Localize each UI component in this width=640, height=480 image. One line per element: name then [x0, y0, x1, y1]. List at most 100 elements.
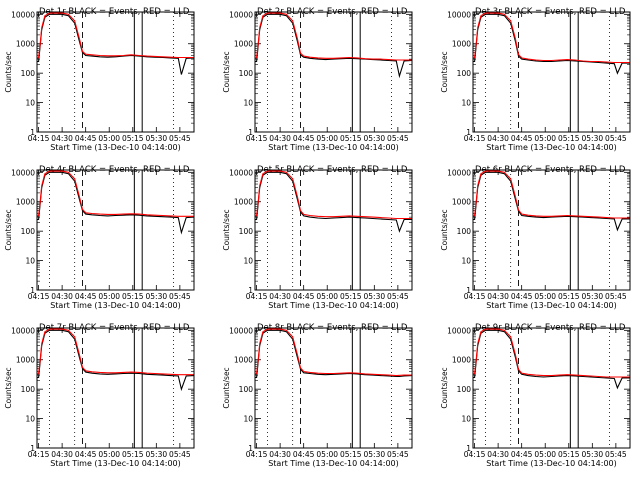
y-axis-label: Counts/sec — [4, 51, 13, 92]
x-tick-label: 05:00 — [316, 292, 338, 301]
x-tick-label: 05:00 — [98, 450, 120, 459]
y-axis-label: Counts/sec — [222, 51, 231, 92]
x-tick-label: 05:15 — [558, 134, 580, 143]
x-tick-label: 05:00 — [316, 450, 338, 459]
y-axis-label: Counts/sec — [4, 367, 13, 408]
x-tick-label: 05:15 — [340, 134, 362, 143]
x-tick-label: 04:30 — [487, 134, 509, 143]
x-tick-label: 05:15 — [122, 292, 144, 301]
x-axis-label: Start Time (13-Dec-10 04:14:00) — [486, 459, 617, 468]
y-tick-label: 10000 — [229, 326, 253, 335]
lld-series-line — [472, 12, 630, 64]
plot-frame — [36, 327, 195, 449]
chart-panel-6: Det 6r BLACK = Events, RED = LLD11010010… — [440, 165, 631, 310]
x-axis-label: Start Time (13-Dec-10 04:14:00) — [268, 301, 399, 310]
lld-series-line — [254, 12, 412, 61]
chart-panel-1: Det 1r BLACK = Events, RED = LLD11010010… — [4, 7, 195, 152]
x-tick-label: 05:30 — [364, 134, 386, 143]
y-tick-label: 100 — [239, 385, 254, 394]
x-axis-label: Start Time (13-Dec-10 04:14:00) — [268, 459, 399, 468]
x-tick-label: 05:30 — [146, 292, 168, 301]
lld-series-line — [36, 170, 194, 218]
x-tick-label: 05:30 — [146, 450, 168, 459]
x-tick-label: 05:30 — [146, 134, 168, 143]
x-axis-label: Start Time (13-Dec-10 04:14:00) — [50, 459, 181, 468]
y-tick-label: 10 — [25, 415, 35, 424]
x-tick-label: 04:45 — [293, 134, 315, 143]
x-tick-label: 04:15 — [464, 134, 486, 143]
y-tick-label: 1000 — [234, 198, 253, 207]
x-tick-label: 05:45 — [605, 292, 627, 301]
y-tick-label: 10000 — [229, 10, 253, 19]
y-tick-label: 10000 — [447, 10, 471, 19]
y-axis-label: Counts/sec — [222, 209, 231, 250]
y-axis-label: Counts/sec — [222, 367, 231, 408]
x-tick-label: 05:15 — [122, 134, 144, 143]
y-tick-label: 1 — [248, 444, 253, 453]
x-tick-label: 05:15 — [558, 450, 580, 459]
x-tick-label: 04:15 — [246, 292, 268, 301]
x-tick-label: 05:30 — [582, 134, 604, 143]
events-series-line — [255, 329, 413, 379]
x-tick-label: 05:00 — [534, 292, 556, 301]
chart-panel-8: Det 8r BLACK = Events, RED = LLD11010010… — [222, 323, 413, 468]
x-tick-label: 05:45 — [605, 134, 627, 143]
x-tick-label: 04:30 — [269, 134, 291, 143]
x-tick-label: 04:45 — [293, 450, 315, 459]
y-tick-label: 10000 — [11, 326, 35, 335]
y-tick-label: 100 — [21, 69, 36, 78]
x-tick-label: 04:30 — [487, 450, 509, 459]
y-tick-label: 10000 — [11, 10, 35, 19]
x-tick-label: 05:15 — [340, 450, 362, 459]
y-tick-label: 100 — [457, 69, 472, 78]
y-tick-label: 100 — [239, 69, 254, 78]
y-axis-label: Counts/sec — [440, 367, 449, 408]
x-tick-label: 05:15 — [122, 450, 144, 459]
x-tick-label: 04:15 — [464, 450, 486, 459]
x-tick-label: 04:30 — [51, 134, 73, 143]
x-tick-label: 05:45 — [605, 450, 627, 459]
x-tick-label: 05:00 — [98, 134, 120, 143]
y-tick-label: 10000 — [11, 168, 35, 177]
y-tick-label: 10 — [461, 99, 471, 108]
events-series-line — [473, 13, 630, 75]
y-tick-label: 1000 — [452, 198, 471, 207]
x-tick-label: 04:15 — [464, 292, 486, 301]
y-tick-label: 1000 — [234, 356, 253, 365]
y-tick-label: 1 — [248, 128, 253, 137]
y-tick-label: 1000 — [234, 40, 253, 49]
lld-series-line — [254, 170, 412, 220]
x-tick-label: 04:30 — [51, 292, 73, 301]
events-series-line — [37, 329, 195, 392]
lld-series-line — [472, 328, 630, 378]
x-tick-label: 05:30 — [364, 292, 386, 301]
plot-frame — [254, 327, 413, 449]
chart-panel-2: Det 2r BLACK = Events, RED = LLD11010010… — [222, 7, 413, 152]
events-series-line — [37, 13, 195, 75]
x-axis-label: Start Time (13-Dec-10 04:14:00) — [268, 143, 399, 152]
y-tick-label: 1000 — [452, 356, 471, 365]
y-tick-label: 10 — [461, 415, 471, 424]
y-tick-label: 10 — [243, 99, 253, 108]
y-axis-label: Counts/sec — [440, 209, 449, 250]
y-tick-label: 100 — [239, 227, 254, 236]
x-tick-label: 04:45 — [75, 450, 97, 459]
x-tick-label: 05:30 — [582, 292, 604, 301]
y-tick-label: 10 — [243, 257, 253, 266]
plot-frame — [36, 169, 195, 291]
y-tick-label: 1000 — [16, 356, 35, 365]
x-tick-label: 04:15 — [28, 134, 50, 143]
y-axis-label: Counts/sec — [440, 51, 449, 92]
plot-frame — [472, 11, 631, 133]
chart-panel-3: Det 3r BLACK = Events, RED = LLD11010010… — [440, 7, 631, 152]
y-tick-label: 1 — [30, 128, 35, 137]
x-tick-label: 05:45 — [387, 134, 409, 143]
x-tick-label: 04:45 — [293, 292, 315, 301]
chart-panel-9: Det 9r BLACK = Events, RED = LLD11010010… — [440, 323, 631, 468]
chart-panel-5: Det 5r BLACK = Events, RED = LLD11010010… — [222, 165, 413, 310]
x-tick-label: 04:15 — [246, 134, 268, 143]
events-series-line — [473, 171, 630, 232]
chart-panel-7: Det 7r BLACK = Events, RED = LLD11010010… — [4, 323, 195, 468]
plot-frame — [36, 11, 195, 133]
x-tick-label: 04:30 — [51, 450, 73, 459]
